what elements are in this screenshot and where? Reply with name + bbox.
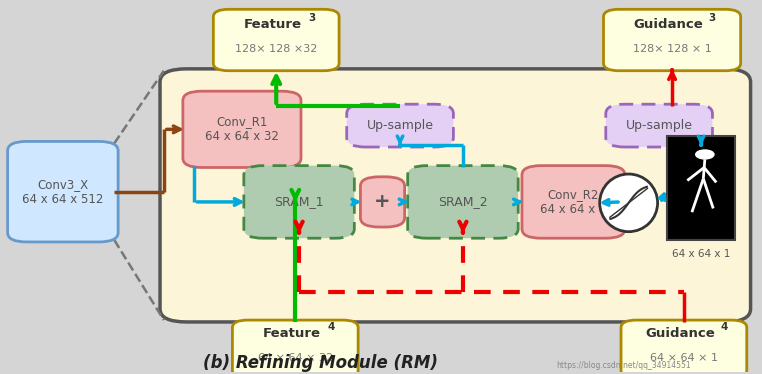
Text: (b) Refining Module (RM): (b) Refining Module (RM) (203, 354, 437, 372)
FancyBboxPatch shape (8, 141, 118, 242)
Text: https://blog.csdn.net/qq_34914551: https://blog.csdn.net/qq_34914551 (556, 361, 691, 370)
Text: Conv_R2
64 x 64 x 1: Conv_R2 64 x 64 x 1 (540, 188, 607, 216)
FancyBboxPatch shape (604, 9, 741, 71)
FancyBboxPatch shape (408, 166, 518, 238)
Text: 128× 128 ×32: 128× 128 ×32 (235, 44, 318, 54)
Text: 64 × 64 × 1: 64 × 64 × 1 (650, 353, 718, 363)
Text: Guidance: Guidance (645, 327, 715, 340)
FancyBboxPatch shape (522, 166, 625, 238)
FancyBboxPatch shape (213, 9, 339, 71)
Text: Feature: Feature (243, 18, 302, 31)
Text: Feature: Feature (262, 327, 321, 340)
FancyBboxPatch shape (606, 104, 712, 147)
FancyBboxPatch shape (232, 320, 358, 374)
FancyBboxPatch shape (347, 104, 453, 147)
Ellipse shape (600, 174, 658, 232)
Circle shape (696, 150, 714, 159)
Text: 3: 3 (709, 13, 716, 23)
FancyBboxPatch shape (160, 69, 751, 322)
Text: Conv_R1
64 x 64 x 32: Conv_R1 64 x 64 x 32 (205, 115, 279, 143)
Text: 3: 3 (308, 13, 315, 23)
Text: 64 × 64 × 32: 64 × 64 × 32 (258, 353, 333, 363)
Text: 4: 4 (721, 322, 728, 332)
Text: SRAM_2: SRAM_2 (438, 196, 488, 208)
Text: SRAM_1: SRAM_1 (274, 196, 324, 208)
FancyBboxPatch shape (667, 136, 735, 240)
FancyBboxPatch shape (244, 166, 354, 238)
Text: +: + (374, 192, 391, 211)
Text: Guidance: Guidance (633, 18, 703, 31)
FancyBboxPatch shape (621, 320, 747, 374)
FancyBboxPatch shape (183, 91, 301, 168)
Text: 4: 4 (328, 322, 335, 332)
Text: Up-sample: Up-sample (367, 119, 434, 132)
Text: 128× 128 × 1: 128× 128 × 1 (632, 44, 712, 54)
Text: Up-sample: Up-sample (626, 119, 693, 132)
Text: Conv3_X
64 x 64 x 512: Conv3_X 64 x 64 x 512 (22, 178, 104, 206)
FancyBboxPatch shape (360, 177, 405, 227)
Text: 64 x 64 x 1: 64 x 64 x 1 (672, 249, 730, 259)
